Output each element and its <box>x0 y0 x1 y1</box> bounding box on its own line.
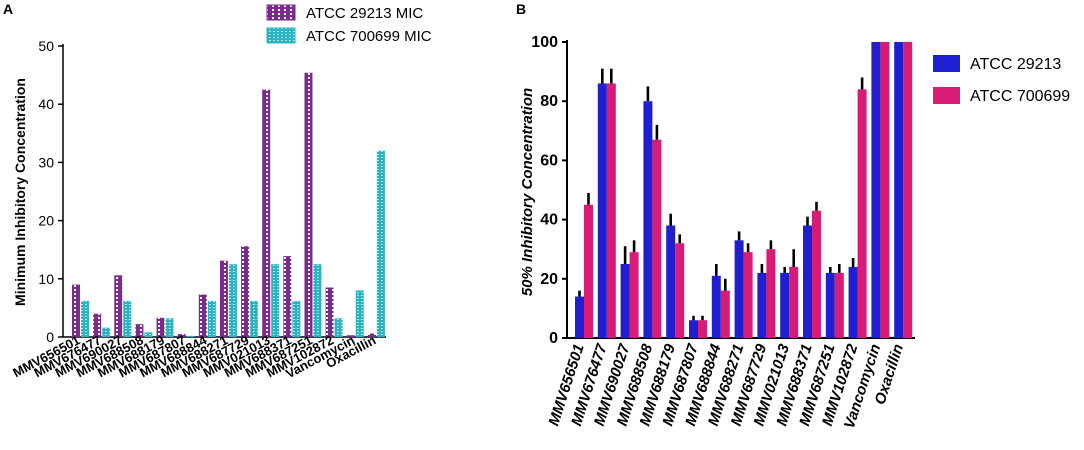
a-bar-atcc-29213-mic-mmv688508 <box>135 324 144 337</box>
chart-b-x-tick-labels: MMV656501MMV676477MMV690027MMV688508MMV6… <box>545 341 907 430</box>
b-bar-atcc-700699-mmv688179 <box>675 243 685 338</box>
legend-swatch-atcc-29213 <box>933 55 960 72</box>
legend-swatch-atcc-700699-mic <box>266 27 296 44</box>
a-bar-atcc-700699-mic-mmv687251 <box>313 264 322 337</box>
a-bar-atcc-29213-mic-oxacillin <box>367 333 376 337</box>
a-bar-atcc-29213-mic-mmv687729 <box>241 246 250 337</box>
panel-b-label: B <box>516 1 526 17</box>
b-bar-atcc-29213-mmv690027 <box>620 264 630 338</box>
b-bar-atcc-700699-mmv688271 <box>743 252 753 338</box>
b-bar-atcc-700699-mmv688371 <box>812 210 821 338</box>
chart-a-axes: 0 10 20 30 40 50 <box>38 38 386 345</box>
a-bar-atcc-700699-mic-oxacillin <box>376 150 385 337</box>
a-bar-atcc-29213-mic-mmv687251 <box>304 72 313 337</box>
chart-a: Minimum Inhibitory Concentration 0 10 20 30… <box>10 4 432 381</box>
chart-a-y-axis-label: Minimum Inhibitory Concentration <box>12 78 28 306</box>
b-y-tick-label: 80 <box>540 93 558 110</box>
chart-b-y-axis-label: 50% Inhibitory Concentration <box>519 88 536 296</box>
b-bar-atcc-700699-mmv687729 <box>766 249 776 338</box>
b-bar-atcc-29213-mmv688179 <box>666 225 676 338</box>
b-bar-atcc-700699-mmv688844 <box>720 290 730 338</box>
a-bar-atcc-700699-mic-mmv688371 <box>292 300 301 337</box>
legend-swatch-atcc-700699 <box>933 87 960 104</box>
a-bar-atcc-700699-mic-mmv687807 <box>186 335 195 337</box>
a-bar-atcc-700699-mic-mmv676477 <box>102 327 111 337</box>
chart-a-x-tick-labels: MMV656501MMV676477MMV690027MMV688508MMV6… <box>10 332 378 381</box>
chart-b-legend: ATCC 29213 ATCC 700699 <box>933 55 1070 105</box>
b-bar-atcc-700699-mmv021013 <box>789 266 799 338</box>
chart-a-legend: ATCC 29213 MIC ATCC 700699 MIC <box>266 4 432 45</box>
legend-label-atcc-29213: ATCC 29213 <box>970 56 1061 73</box>
a-bar-atcc-700699-mic-mmv688508 <box>144 332 153 337</box>
b-bar-atcc-700699-mmv687251 <box>834 272 844 338</box>
a-bar-atcc-29213-mic-mmv688271 <box>219 260 228 337</box>
b-bar-atcc-29213-mmv687251 <box>825 272 835 338</box>
a-bar-atcc-700699-mic-mmv688179 <box>165 318 174 337</box>
a-bar-atcc-29213-mic-mmv676477 <box>93 313 102 337</box>
b-bar-atcc-29213-vancomycin <box>871 42 881 338</box>
a-bar-atcc-29213-mic-mmv021013 <box>262 89 271 338</box>
b-bar-atcc-700699-mmv676477 <box>606 83 616 338</box>
a-bar-atcc-700699-mic-mmv688271 <box>228 264 237 337</box>
a-bar-atcc-29213-mic-mmv690027 <box>114 275 123 337</box>
a-bar-atcc-29213-mic-mmv688371 <box>283 256 292 337</box>
b-y-tick-label: 0 <box>549 330 558 347</box>
b-bar-atcc-29213-mmv688844 <box>711 275 721 338</box>
a-y-tick-label: 30 <box>38 154 54 170</box>
b-bar-atcc-29213-mmv688271 <box>734 240 744 338</box>
b-bar-atcc-29213-mmv688508 <box>643 101 653 338</box>
b-y-tick-label: 40 <box>540 212 558 229</box>
b-bar-atcc-29213-mmv102872 <box>848 266 858 338</box>
b-bar-atcc-29213-oxacillin <box>894 42 904 338</box>
b-bar-atcc-29213-mmv021013 <box>780 272 790 338</box>
a-y-tick-label: 10 <box>38 271 54 287</box>
a-bar-atcc-29213-mic-mmv688844 <box>198 294 207 337</box>
b-y-tick-label: 100 <box>531 34 558 51</box>
b-bar-atcc-700699-mmv656501 <box>584 204 593 338</box>
b-bar-atcc-700699-mmv690027 <box>629 252 639 338</box>
b-y-tick-label: 20 <box>540 271 558 288</box>
a-bar-atcc-700699-mic-mmv656501 <box>81 300 89 337</box>
a-y-tick-label: 40 <box>38 96 54 112</box>
b-bar-atcc-700699-mmv688508 <box>652 139 662 338</box>
a-bar-atcc-700699-mic-vancomycin <box>355 290 364 337</box>
legend-label-atcc-29213-mic: ATCC 29213 MIC <box>306 5 423 22</box>
legend-label-atcc-700699: ATCC 700699 <box>970 88 1070 105</box>
a-y-tick-label: 0 <box>46 329 54 345</box>
b-bar-atcc-29213-mmv687807 <box>689 320 698 338</box>
b-bar-atcc-29213-mmv676477 <box>597 83 607 338</box>
legend-swatch-atcc-29213-mic <box>266 4 296 21</box>
a-y-tick-label: 20 <box>38 213 54 229</box>
b-bar-atcc-700699-vancomycin <box>880 42 890 338</box>
a-y-tick-label: 50 <box>38 38 54 54</box>
a-bar-atcc-700699-mic-mmv687729 <box>250 300 259 337</box>
a-bar-atcc-700699-mic-mmv688844 <box>207 300 216 337</box>
a-bar-atcc-700699-mic-mmv021013 <box>271 264 280 337</box>
a-bar-atcc-29213-mic-mmv102872 <box>325 287 334 337</box>
b-y-tick-label: 60 <box>540 152 558 169</box>
b-bar-atcc-29213-mmv656501 <box>575 296 584 338</box>
b-bar-atcc-29213-mmv688371 <box>803 225 812 338</box>
chart-b-bars <box>575 42 913 338</box>
a-bar-atcc-29213-mic-mmv688179 <box>156 317 165 337</box>
b-bar-atcc-29213-mmv687729 <box>757 272 767 338</box>
legend-label-atcc-700699-mic: ATCC 700699 MIC <box>306 28 432 45</box>
a-bar-atcc-29213-mic-mmv656501 <box>72 284 80 337</box>
a-bar-atcc-29213-mic-mmv687807 <box>177 334 186 337</box>
chart-a-bars <box>72 72 385 338</box>
b-bar-atcc-700699-mmv102872 <box>857 89 867 338</box>
a-bar-atcc-29213-mic-vancomycin <box>346 335 355 337</box>
a-bar-atcc-700699-mic-mmv690027 <box>123 300 132 337</box>
a-bar-atcc-700699-mic-mmv102872 <box>334 318 343 337</box>
chart-b: 50% Inhibitory Concentration 0 20 40 60 80 10… <box>519 34 1070 431</box>
b-bar-atcc-700699-oxacillin <box>903 42 913 338</box>
panel-a-label: A <box>3 1 13 17</box>
b-bar-atcc-700699-mmv687807 <box>698 320 707 338</box>
